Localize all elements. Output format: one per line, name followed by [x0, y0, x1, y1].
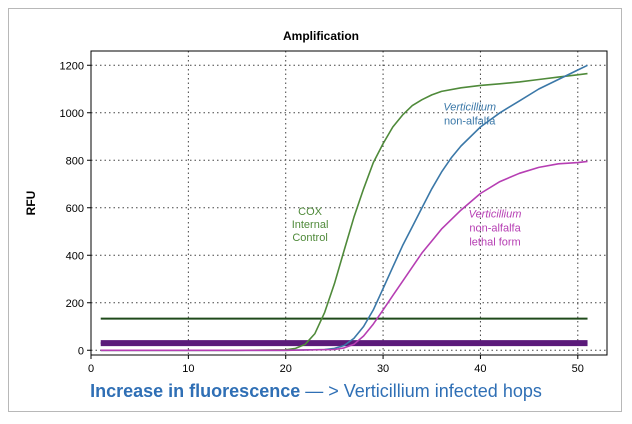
series-label-line: Verticillium — [469, 208, 522, 220]
y-tick-label: 1000 — [60, 108, 84, 120]
y-tick-label: 1200 — [60, 60, 84, 72]
series-label-line: Control — [292, 232, 327, 244]
x-tick-label: 0 — [88, 363, 94, 375]
caption: Increase in fluorescence — > Verticilliu… — [0, 381, 632, 402]
caption-bold-text: Increase in fluorescence — [90, 381, 301, 401]
x-tick-label: 30 — [377, 363, 389, 375]
y-axis-label: RFU — [24, 191, 38, 216]
y-tick-label: 400 — [66, 250, 84, 262]
y-tick-label: 600 — [66, 203, 84, 215]
figure-frame: Amplification RFU 0 10 20 30 40 50 0 200 400 600 8… — [8, 8, 622, 412]
series-label-line: non-alfalfa — [469, 222, 521, 234]
plot-area — [90, 50, 608, 356]
x-tick-label: 50 — [572, 363, 584, 375]
series-label-line: lethal form — [469, 236, 520, 248]
caption-arrow: — > — [300, 381, 344, 401]
cox-control-curve — [100, 72, 588, 352]
verticillium-lethal-label: Verticillium non-alfalfa lethal form — [469, 208, 522, 248]
x-tick-label: 10 — [182, 363, 194, 375]
x-tick-label: 20 — [280, 363, 292, 375]
verticillium-lethal-curve — [100, 160, 588, 352]
chart-title: Amplification — [283, 29, 359, 43]
axis-ticks: 0 10 20 30 40 50 0 200 400 600 800 1000 1200 — [60, 60, 584, 375]
series-label-line: Internal — [292, 219, 329, 231]
y-tick-label: 800 — [66, 155, 84, 167]
threshold-band — [100, 340, 588, 347]
y-tick-label: 200 — [66, 298, 84, 310]
series-lines — [100, 64, 588, 352]
verticillium-non-alfalfa-label: Verticillium non-alfalfa — [443, 101, 496, 127]
amplification-chart: Amplification RFU 0 10 20 30 40 50 0 200 400 600 8… — [24, 29, 608, 375]
caption-rest-text: Verticillium infected hops — [343, 381, 542, 401]
x-tick-label: 40 — [474, 363, 486, 375]
grid — [90, 51, 607, 355]
y-tick-label: 0 — [78, 345, 84, 357]
series-label-line: Verticillium — [443, 101, 496, 113]
threshold-lines — [100, 317, 588, 347]
series-label-line: COX — [298, 206, 323, 218]
series-label-line: non-alfalfa — [444, 115, 496, 127]
